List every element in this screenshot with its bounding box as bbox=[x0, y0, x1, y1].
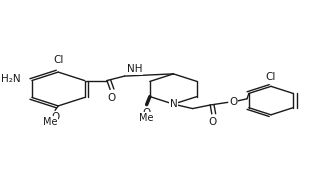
Text: Me: Me bbox=[139, 113, 154, 123]
Text: N: N bbox=[170, 99, 177, 109]
Text: O: O bbox=[209, 117, 217, 127]
Text: NH: NH bbox=[127, 64, 143, 74]
Text: O: O bbox=[108, 93, 116, 103]
Text: Cl: Cl bbox=[266, 72, 276, 82]
Text: O: O bbox=[229, 97, 238, 107]
Text: Me: Me bbox=[43, 117, 58, 127]
Text: O: O bbox=[142, 108, 151, 118]
Text: Cl: Cl bbox=[53, 55, 63, 65]
Text: H₂N: H₂N bbox=[1, 74, 21, 84]
Text: O: O bbox=[51, 112, 59, 122]
